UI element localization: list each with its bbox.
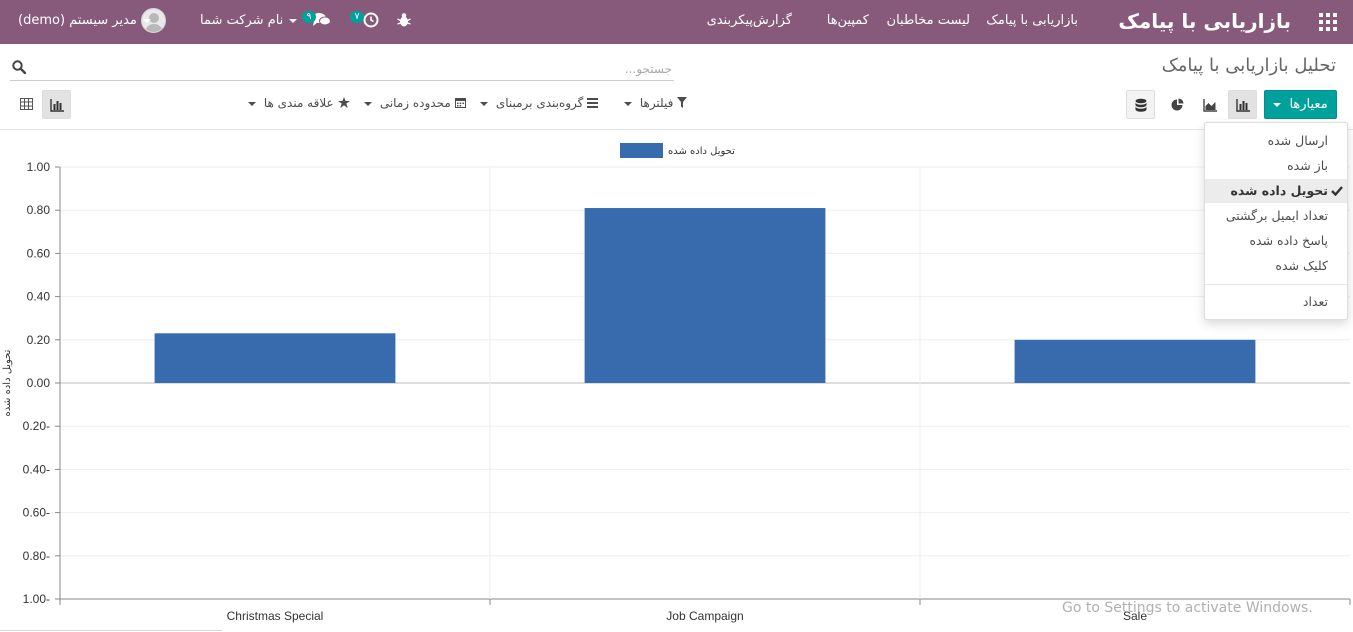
y-tick-label: 1.00 [27, 160, 51, 174]
measure-item-opened[interactable]: باز شده [1287, 158, 1328, 173]
measure-item-bounced[interactable]: تعداد ایمیل برگشتی [1225, 208, 1328, 223]
star-icon [337, 97, 350, 108]
caret-down-icon [289, 18, 298, 23]
measure-item-clicked[interactable]: کلیک شده [1275, 258, 1328, 273]
bar-2[interactable] [1014, 339, 1256, 383]
measure-item-label: تحویل داده شده [1230, 183, 1328, 198]
groupby-dropdown[interactable]: گروه‌بندی برمبنای [480, 96, 599, 110]
x-tick-label: Job Campaign [666, 609, 743, 623]
measures-button[interactable]: معیارها [1264, 90, 1337, 119]
x-tick-label: Sale [1123, 609, 1147, 623]
filters-label: فیلترها [639, 96, 674, 110]
caret-down-icon [248, 101, 256, 106]
caret-down-icon [143, 18, 151, 23]
user-menu[interactable]: مدیر سیستم (demo) [10, 0, 151, 44]
dropdown-divider [1205, 284, 1347, 285]
measure-item-delivered[interactable]: تحویل داده شده [1205, 179, 1347, 203]
search-input[interactable] [32, 57, 672, 80]
user-name: مدیر سیستم (demo) [18, 13, 137, 28]
apps-menu-icon[interactable] [1319, 13, 1337, 31]
y-tick-label: 0.20 [27, 333, 51, 347]
y-tick-label: 0.40 [27, 290, 51, 304]
menu-reporting[interactable]: گزارش [752, 13, 792, 28]
app-brand[interactable]: بازاریابی با پیامک [1118, 9, 1291, 33]
menu-campaigns[interactable]: کمپین‌ها [826, 13, 869, 28]
timerange-label: محدوده زمانی [379, 96, 451, 110]
line-chart-button[interactable] [1195, 90, 1224, 119]
company-switcher[interactable]: نام شرکت شما [192, 0, 298, 44]
caret-down-icon [364, 101, 372, 106]
table-grid-icon [20, 98, 33, 110]
calendar-icon [454, 98, 466, 108]
y-tick-label: 0.60- [23, 506, 50, 520]
stacked-toggle-button[interactable] [1126, 90, 1155, 119]
y-tick-label: 1.00- [23, 592, 50, 606]
pie-chart-button[interactable] [1162, 90, 1191, 119]
y-tick-label: 0.20- [23, 419, 50, 433]
bar-0[interactable] [154, 333, 396, 383]
search-bar [10, 57, 674, 81]
measure-item-replied[interactable]: پاسخ داده شده [1249, 233, 1328, 248]
favorites-dropdown[interactable]: علاقه مندی ها [248, 96, 350, 110]
bar-chart: 1.00 0.80 0.60 0.40 0.20 0.00 0.20- 0.40- 0.60- 0… [2, 143, 1351, 623]
bar-1[interactable] [584, 208, 826, 383]
menu-contact-lists[interactable]: لیست مخاطبان [886, 13, 970, 28]
filter-funnel-icon [677, 97, 688, 108]
y-tick-label: 0.60 [27, 246, 51, 260]
messages-count-badge: ۹ [302, 11, 316, 23]
y-tick-label: 0.80- [23, 549, 50, 563]
database-stack-icon [1135, 98, 1147, 112]
control-panel-divider [0, 129, 1353, 130]
measure-item-sent[interactable]: ارسال شده [1267, 133, 1328, 148]
activity-clock-icon[interactable] [363, 12, 379, 28]
search-icon[interactable] [12, 60, 26, 74]
legend-label: تحویل داده شده [668, 146, 735, 157]
list-bars-icon [587, 98, 599, 108]
bar-chart-icon [1236, 99, 1250, 112]
top-navbar: بازاریابی با پیامک بازاریابی با پیامک لی… [0, 0, 1353, 44]
bottom-divider [0, 630, 222, 631]
activity-count-badge: ۷ [350, 11, 364, 23]
bar-chart-icon [50, 99, 64, 112]
menu-sms-marketing[interactable]: بازاریابی با پیامک [986, 13, 1078, 28]
windows-activation-watermark: Go to Settings to activate Windows. [1062, 600, 1313, 616]
filters-dropdown[interactable]: فیلترها [624, 96, 688, 110]
groupby-label: گروه‌بندی برمبنای [495, 96, 584, 110]
pivot-view-button[interactable] [12, 90, 41, 119]
area-chart-icon [1203, 99, 1217, 112]
favorites-label: علاقه مندی ها [263, 96, 334, 110]
measures-dropdown-menu: ارسال شده باز شده تحویل داده شده تعداد ا… [1204, 122, 1348, 320]
legend-swatch[interactable] [620, 143, 663, 158]
debug-bug-icon[interactable] [397, 12, 411, 28]
y-axis-label: تحویل داده شده [2, 349, 13, 416]
caret-down-icon [624, 101, 632, 106]
caret-down-icon [1273, 102, 1282, 107]
bar-chart-button[interactable] [1228, 90, 1257, 119]
y-tick-label: 0.40- [23, 462, 50, 476]
menu-configuration[interactable]: پیکربندی [706, 13, 753, 28]
graph-view-button[interactable] [42, 90, 71, 119]
timerange-dropdown[interactable]: محدوده زمانی [364, 96, 466, 110]
x-tick-label: Christmas Special [227, 609, 324, 623]
page-title: تحلیل بازاریابی با پیامک [1161, 55, 1336, 76]
measure-item-count[interactable]: تعداد [1302, 294, 1328, 309]
company-name: نام شرکت شما [200, 13, 284, 28]
measures-label: معیارها [1289, 97, 1328, 112]
checkmark-icon [1331, 186, 1343, 196]
y-tick-label: 0.00 [27, 376, 51, 390]
y-tick-label: 0.80 [27, 203, 51, 217]
caret-down-icon [480, 101, 488, 106]
pie-chart-icon [1171, 98, 1184, 111]
